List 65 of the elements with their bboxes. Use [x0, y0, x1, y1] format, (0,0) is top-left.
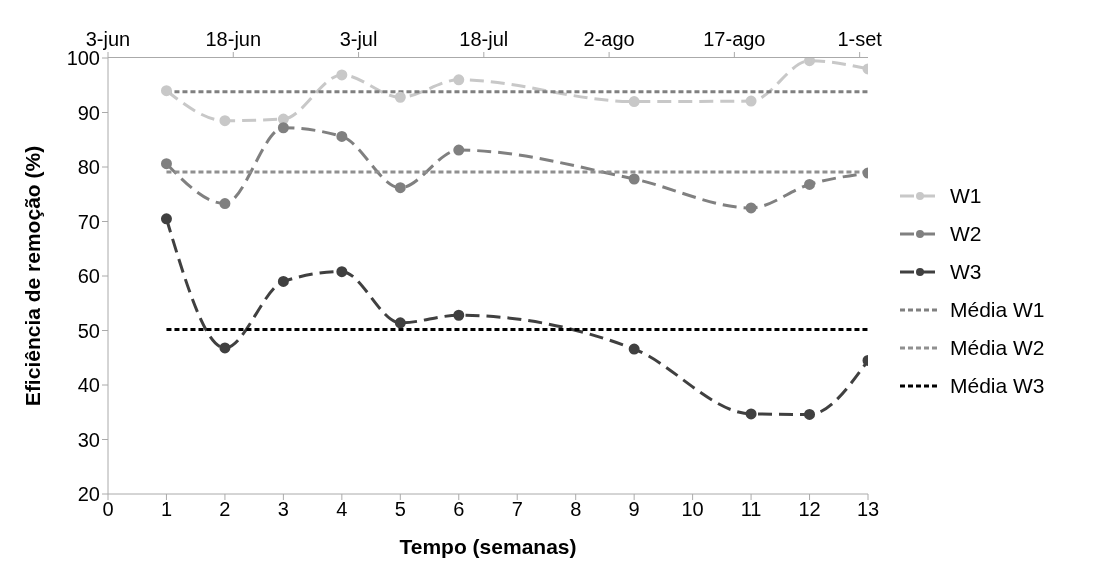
point — [804, 408, 816, 420]
point — [394, 91, 406, 103]
point — [277, 122, 289, 134]
y-tick-label: 30 — [77, 428, 100, 451]
point — [336, 266, 348, 278]
point — [219, 198, 231, 210]
point — [219, 115, 231, 127]
y-tick-label: 50 — [77, 319, 100, 342]
y-tick-label: 80 — [77, 156, 100, 179]
point — [745, 95, 757, 107]
point — [745, 408, 757, 420]
point — [336, 69, 348, 81]
point — [453, 74, 465, 86]
x2-tick-label: 3-jun — [85, 28, 131, 50]
y-tick-label: 90 — [77, 101, 100, 124]
point — [336, 130, 348, 142]
point — [453, 309, 465, 321]
point — [160, 85, 172, 97]
x-tick-label: 1 — [160, 498, 173, 521]
x-tick-label: 6 — [453, 498, 465, 521]
y-tick-label: 100 — [66, 47, 100, 70]
point — [628, 343, 640, 355]
x-tick-label: 10 — [681, 498, 704, 521]
point — [628, 96, 640, 108]
point — [277, 275, 289, 287]
x2-tick-label: 18-jul — [459, 28, 509, 50]
y-tick-label: 20 — [77, 483, 100, 506]
legend-label: Média W1 — [950, 298, 1045, 322]
legend-label: W1 — [950, 184, 982, 208]
y-tick-label: 70 — [77, 210, 100, 233]
y-tick-label: 40 — [77, 374, 100, 397]
point — [277, 113, 289, 125]
legend-label: W3 — [950, 260, 982, 284]
x2-tick-label: 1-set — [837, 28, 883, 50]
point — [804, 58, 816, 67]
point — [804, 178, 816, 190]
x2-tick-label: 17-ago — [703, 28, 766, 50]
point — [219, 342, 231, 354]
x-tick-label: 13 — [856, 498, 880, 521]
legend-label: Média W3 — [950, 374, 1045, 398]
x-axis-title: Tempo (semanas) — [399, 535, 577, 558]
y-axis-title: Eficiência de remoção (%) — [21, 145, 45, 407]
x-tick-label: 8 — [570, 498, 582, 521]
x-tick-label: 0 — [102, 498, 114, 521]
point — [160, 158, 172, 170]
x2-tick-label: 3-jul — [339, 28, 378, 50]
point — [628, 173, 640, 185]
legend-label: W2 — [950, 222, 982, 246]
x-tick-label: 12 — [798, 498, 821, 521]
x-tick-label: 5 — [394, 498, 406, 521]
x2-tick-label: 18-jun — [205, 28, 262, 50]
x-tick-label: 11 — [740, 498, 762, 521]
x-tick-label: 7 — [511, 498, 523, 521]
point — [394, 182, 406, 194]
point — [745, 202, 757, 214]
point — [453, 144, 465, 156]
x2-tick-label: 2-ago — [583, 28, 635, 50]
point — [394, 317, 406, 329]
x-tick-label: 3 — [277, 498, 289, 521]
y-tick-label: 60 — [77, 265, 100, 288]
point — [160, 213, 172, 225]
x-tick-label: 9 — [628, 498, 640, 521]
x-tick-label: 4 — [336, 498, 348, 521]
x-tick-label: 2 — [219, 498, 231, 521]
legend-label: Média W2 — [950, 336, 1045, 360]
